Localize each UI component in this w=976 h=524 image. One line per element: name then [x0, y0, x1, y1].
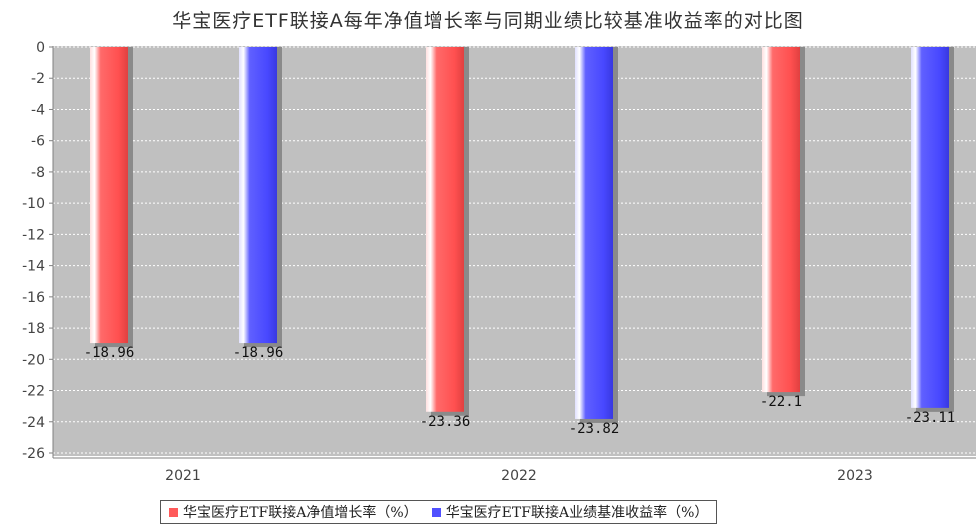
y-tick-label: -20 [22, 352, 45, 368]
bar-value-label: -18.96 [233, 345, 284, 361]
bar [575, 47, 613, 419]
y-tick-label: 0 [36, 40, 45, 56]
bar [762, 47, 800, 393]
y-tick-label: -10 [22, 196, 45, 212]
bar-chart: 0 -2 -4 -6 -8 -10 -12 -14 -16 -18 -20 -22 -24 -26 202… [22, 40, 976, 484]
x-category-label: 2022 [501, 468, 537, 484]
legend-item-nav-growth: 华宝医疗ETF联接A净值增长率（%） [169, 502, 418, 522]
bar [239, 47, 277, 344]
bar [426, 47, 464, 412]
x-category-label: 2023 [837, 468, 873, 484]
axes [52, 46, 976, 459]
bars [90, 47, 954, 423]
legend: 华宝医疗ETF联接A净值增长率（%） 华宝医疗ETF联接A业绩基准收益率（%） [160, 500, 718, 524]
grid-lines [53, 46, 976, 454]
y-tick-label: -12 [22, 227, 45, 243]
legend-item-benchmark: 华宝医疗ETF联接A业绩基准收益率（%） [431, 502, 709, 522]
plot-area [53, 46, 976, 456]
y-axis-ticks: 0 -2 -4 -6 -8 -10 -12 -14 -16 -18 -20 -22 -24 -26 [22, 40, 53, 462]
bar [90, 47, 128, 344]
x-axis-ticks: 2021 2022 2023 [165, 468, 873, 484]
y-tick-label: -26 [22, 446, 45, 462]
y-tick-label: -6 [31, 134, 45, 150]
y-tick-label: -18 [22, 321, 45, 337]
legend-swatch-blue [431, 507, 441, 517]
y-tick-label: -22 [22, 384, 45, 400]
x-category-label: 2021 [165, 468, 201, 484]
legend-label-benchmark: 华宝医疗ETF联接A业绩基准收益率（%） [445, 505, 709, 521]
bar [911, 47, 949, 408]
chart-title: 华宝医疗ETF联接A每年净值增长率与同期业绩比较基准收益率的对比图 [172, 10, 804, 32]
bar-value-label: -22.1 [760, 394, 802, 410]
bar-value-label: -23.36 [420, 414, 471, 430]
bar-value-label: -18.96 [84, 345, 135, 361]
data-labels: -18.96 -18.96 -23.36 -23.82 -22.1 -23.11 [84, 345, 956, 437]
legend-label-nav-growth: 华宝医疗ETF联接A净值增长率（%） [183, 505, 418, 521]
legend-swatch-red [169, 507, 178, 517]
y-tick-label: -24 [22, 415, 45, 431]
y-tick-label: -2 [31, 71, 45, 87]
y-tick-label: -4 [31, 102, 45, 118]
bar-value-label: -23.11 [905, 410, 956, 426]
y-tick-label: -8 [31, 165, 45, 181]
bar-value-label: -23.82 [569, 421, 620, 437]
y-tick-label: -14 [22, 259, 45, 275]
y-tick-label: -16 [22, 290, 45, 306]
